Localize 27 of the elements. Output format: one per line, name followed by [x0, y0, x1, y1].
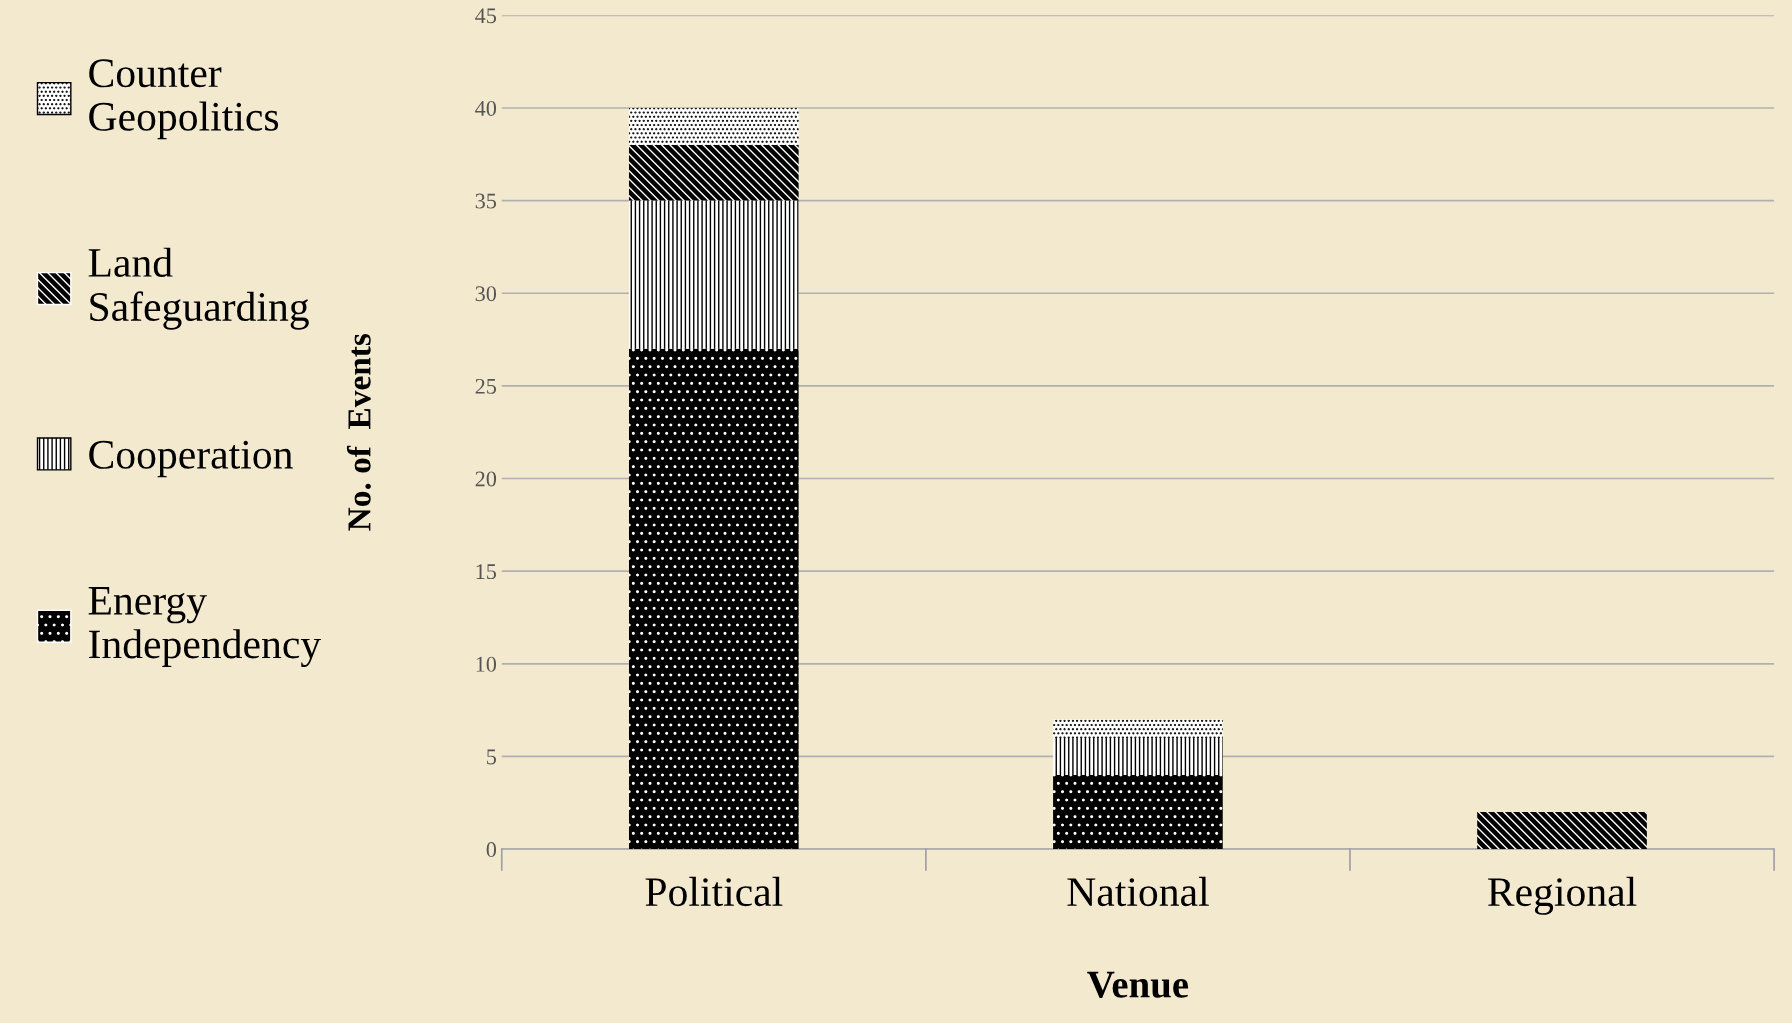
legend-label: Energy Independency	[88, 587, 322, 668]
legend-label: Cooperation	[89, 440, 293, 478]
y-tick-label: 20	[475, 471, 497, 487]
bar	[1053, 774, 1223, 850]
legend-label: Land Safeguarding	[88, 247, 309, 330]
y-tick-label: 0	[486, 842, 497, 858]
bar	[628, 200, 799, 349]
y-axis-title: No. of Events	[346, 333, 371, 531]
x-tick-label: Political	[645, 876, 783, 907]
bar	[628, 107, 799, 146]
y-tick-label: 40	[475, 100, 497, 116]
y-tick-label: 25	[475, 378, 497, 394]
y-tick-label: 5	[487, 749, 497, 765]
bar	[1477, 812, 1647, 850]
y-tick-label: 35	[475, 193, 497, 209]
bar	[1053, 719, 1223, 738]
bar	[628, 348, 799, 850]
x-tick-label: Regional	[1488, 876, 1637, 915]
x-tick-label: National	[1067, 876, 1209, 907]
x-axis-title: Venue	[1087, 971, 1189, 998]
y-tick-label: 15	[476, 564, 497, 580]
y-tick-label: 10	[476, 656, 497, 672]
y-tick-label: 30	[475, 286, 497, 302]
legend-label: Counter Geopolitics	[89, 59, 279, 140]
y-tick-label: 45	[475, 8, 497, 24]
bar	[628, 145, 799, 201]
bar	[1053, 737, 1223, 775]
